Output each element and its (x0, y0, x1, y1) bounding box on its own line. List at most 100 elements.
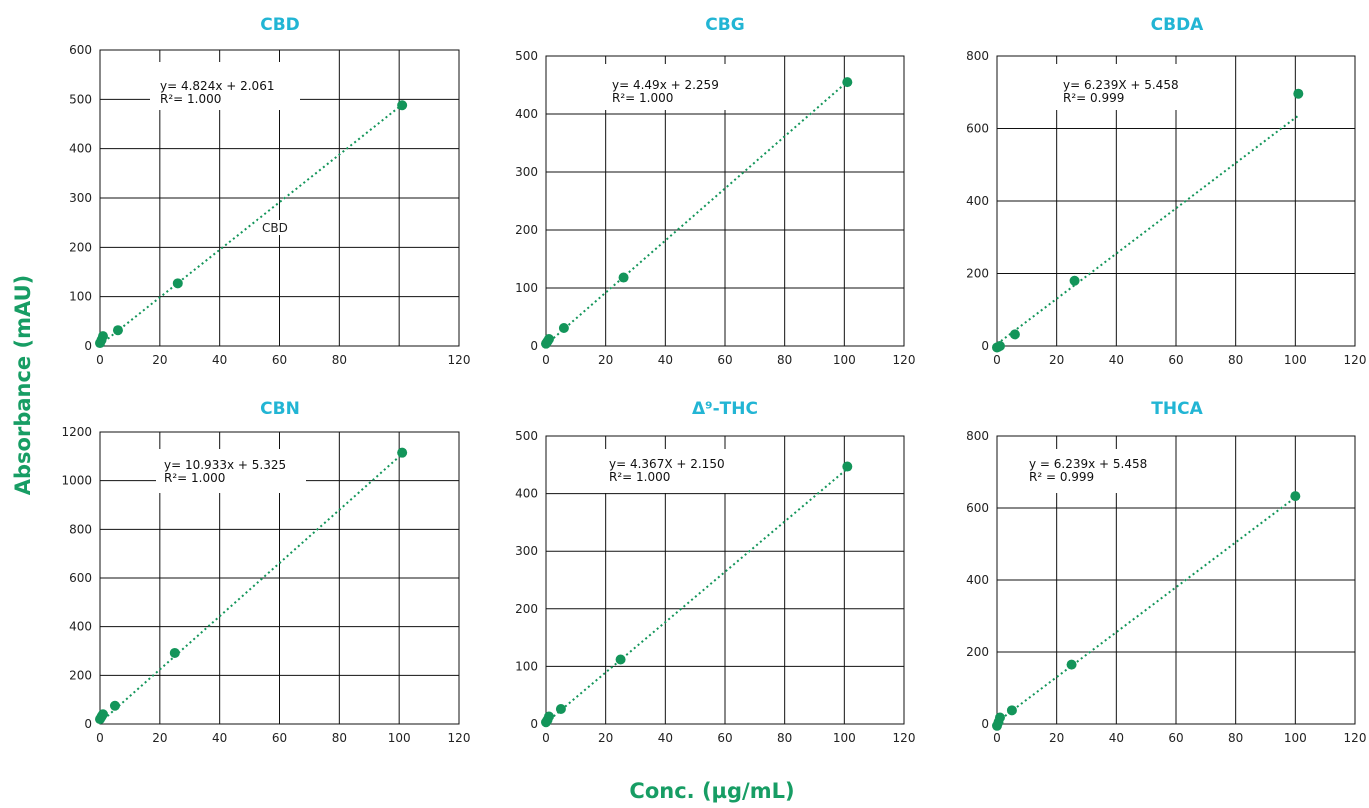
y-tick-label: 800 (966, 429, 989, 443)
data-point (994, 341, 1005, 351)
annotation-bg (258, 220, 292, 235)
y-tick-label: 800 (69, 522, 92, 536)
x-tick-label: 40 (212, 731, 227, 745)
panel-title: CBG (705, 15, 744, 35)
y-tick-label: 200 (966, 267, 989, 281)
data-point (558, 323, 569, 334)
data-point (1290, 491, 1301, 502)
x-tick-label: 120 (1344, 731, 1367, 745)
equation-box (1054, 64, 1204, 110)
y-tick-label: 300 (69, 191, 92, 205)
y-tick-label: 200 (515, 602, 538, 616)
equation-box (156, 449, 306, 493)
y-tick-label: 1000 (61, 474, 92, 488)
x-tick-label: 40 (658, 353, 673, 367)
y-tick-label: 500 (515, 429, 538, 443)
x-axis-label: Conc. (µg/mL) (629, 779, 794, 803)
trend-line (996, 114, 1299, 345)
r-squared-text: R²= 0.999 (1063, 91, 1124, 105)
y-tick-label: 800 (966, 49, 989, 63)
plot-frame (545, 55, 905, 347)
x-tick-label: 20 (598, 731, 613, 745)
r-squared-text: R²= 1.000 (612, 91, 673, 105)
y-tick-label: 600 (966, 122, 989, 136)
data-point (397, 447, 408, 458)
equation-text: y= 10.933x + 5.325 (164, 458, 286, 472)
y-tick-label: 200 (966, 645, 989, 659)
x-tick-label: 60 (272, 731, 287, 745)
x-tick-label: 80 (1228, 731, 1243, 745)
data-point (169, 647, 180, 658)
y-tick-label: 500 (69, 92, 92, 106)
y-tick-label: 200 (69, 240, 92, 254)
x-tick-label: 40 (1109, 353, 1124, 367)
y-tick-label: 300 (515, 544, 538, 558)
data-point (1066, 659, 1077, 670)
x-tick-label: 20 (152, 353, 167, 367)
x-tick-label: 60 (272, 353, 287, 367)
data-point (112, 325, 123, 336)
y-tick-label: 100 (515, 659, 538, 673)
x-tick-label: 0 (993, 353, 1001, 367)
x-tick-label: 0 (96, 731, 104, 745)
plot-frame (996, 435, 1356, 725)
x-tick-label: 80 (777, 353, 792, 367)
data-point (618, 272, 629, 283)
r-squared-text: R² = 0.999 (1029, 470, 1094, 484)
data-point (172, 278, 183, 289)
r-squared-text: R²= 1.000 (609, 470, 670, 484)
data-point (1006, 705, 1017, 716)
x-tick-label: 120 (448, 353, 471, 367)
y-tick-label: 400 (69, 620, 92, 634)
x-tick-label: 100 (833, 731, 856, 745)
panel-title: CBN (260, 399, 300, 419)
panel-title: CBD (260, 15, 300, 35)
trend-line (99, 103, 403, 346)
data-point (1069, 275, 1080, 286)
equation-box (598, 64, 748, 110)
x-tick-label: 40 (658, 731, 673, 745)
x-tick-label: 120 (1344, 353, 1367, 367)
y-tick-label: 400 (966, 573, 989, 587)
x-tick-label: 100 (1284, 353, 1307, 367)
x-tick-label: 120 (893, 731, 916, 745)
data-point (994, 712, 1005, 723)
data-point (842, 77, 853, 88)
y-tick-label: 600 (966, 501, 989, 515)
equation-text: y= 4.49x + 2.259 (612, 78, 719, 92)
y-tick-label: 600 (69, 43, 92, 57)
y-axis-label: Absorbance (mAU) (11, 275, 35, 495)
equation-box (150, 62, 300, 110)
r-squared-text: R²= 1.000 (160, 92, 221, 106)
trend-line (545, 80, 848, 346)
data-point (842, 461, 853, 472)
series-annotation: CBD (262, 221, 288, 235)
equation-box (1020, 449, 1170, 493)
plot-frame (99, 49, 460, 347)
equation-text: y = 6.239x + 5.458 (1029, 457, 1147, 471)
x-tick-label: 80 (332, 731, 347, 745)
y-tick-label: 0 (530, 339, 538, 353)
data-point (397, 100, 408, 111)
data-point (615, 654, 626, 665)
x-tick-label: 20 (598, 353, 613, 367)
plot-frame (99, 431, 460, 725)
x-tick-label: 0 (96, 353, 104, 367)
x-tick-label: 20 (1049, 353, 1064, 367)
equation-text: y= 6.239X + 5.458 (1063, 78, 1179, 92)
x-tick-label: 100 (1284, 731, 1307, 745)
trend-line (996, 496, 1296, 723)
data-point (1293, 88, 1304, 99)
x-tick-label: 60 (1168, 731, 1183, 745)
data-point (1009, 329, 1020, 340)
y-tick-label: 0 (981, 717, 989, 731)
x-tick-label: 0 (993, 731, 1001, 745)
x-tick-label: 40 (212, 353, 227, 367)
trend-line (545, 467, 848, 724)
x-tick-label: 100 (833, 353, 856, 367)
